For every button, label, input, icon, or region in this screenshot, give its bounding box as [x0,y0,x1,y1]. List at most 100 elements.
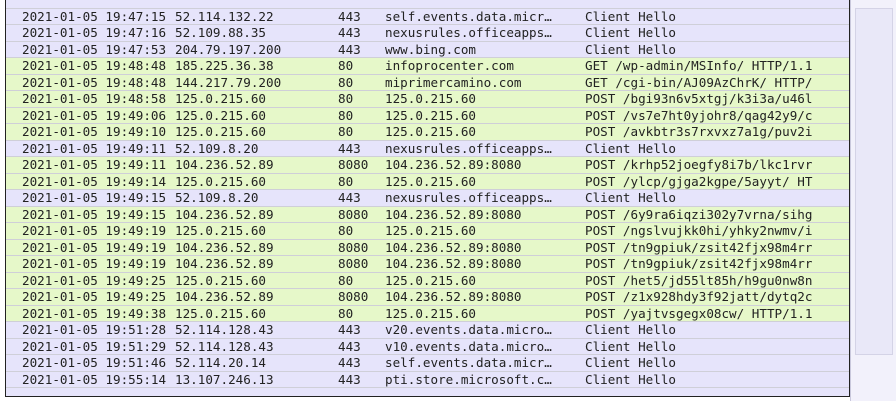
packet-row[interactable]: 2021-01-05 19:47:15 52.114.132.22 443 self.… [6,8,849,25]
host: pti.store.microsoft.c… [385,371,552,387]
port: 443 [338,355,361,370]
packet-row[interactable]: 2021-01-05 19:49:15 52.109.8.20 443 nexusru… [6,190,849,207]
packet-row[interactable]: 2021-01-05 19:47:53 204.79.197.200 443 www.… [6,41,849,58]
destination: 13.107.246.13 [175,371,274,387]
packet-list: 2021-01-05 19:47:15 52.114.132.22 443 self.… [5,0,850,397]
host: 125.0.215.60 [385,272,476,288]
host: 104.236.52.89:8080 [385,289,522,304]
info: Client Hello [585,190,676,205]
timestamp: 2021-01-05 19:49:15 [22,206,167,222]
timestamp: 2021-01-05 19:47:15 [22,8,167,24]
packet-row[interactable]: 2021-01-05 19:48:48 144.217.79.200 80 mipri… [6,74,849,91]
partial-row [6,0,849,9]
info: POST /het5/jd55lt85h/h9gu0nw8n [585,272,813,288]
port: 443 [338,190,361,205]
packet-row[interactable]: 2021-01-05 19:49:25 104.236.52.89 8080 104.… [6,289,849,306]
destination: 104.236.52.89 [175,157,274,172]
destination: 52.109.8.20 [175,190,259,205]
info: Client Hello [585,322,676,337]
packet-row[interactable]: 2021-01-05 19:51:46 52.114.20.14 443 self.e… [6,355,849,372]
destination: 125.0.215.60 [175,173,266,189]
port: 80 [338,58,354,73]
destination: 125.0.215.60 [175,223,266,238]
destination: 125.0.215.60 [175,305,266,321]
port: 8080 [338,239,369,255]
packet-row[interactable]: 2021-01-05 19:49:15 104.236.52.89 8080 104.… [6,206,849,223]
timestamp: 2021-01-05 19:51:28 [22,322,167,337]
host: self.events.data.micr… [385,355,552,370]
port: 443 [338,41,361,57]
host: miprimercamino.com [385,74,522,90]
destination: 104.236.52.89 [175,289,274,304]
host: self.events.data.micr… [385,8,552,24]
host: v20.events.data.micro… [385,322,552,337]
port: 443 [338,25,361,40]
packet-row[interactable]: 2021-01-05 19:49:19 104.236.52.89 8080 104.… [6,239,849,256]
timestamp: 2021-01-05 19:51:46 [22,355,167,370]
host: 125.0.215.60 [385,223,476,238]
port: 80 [338,305,354,321]
packet-row[interactable]: 2021-01-05 19:49:25 125.0.215.60 80 125.0.2… [6,272,849,289]
info: POST /tn9gpiuk/zsit42fjx98m4rr [585,256,813,271]
packet-row[interactable]: 2021-01-05 19:49:19 125.0.215.60 80 125.0.2… [6,223,849,240]
destination: 52.109.8.20 [175,140,259,156]
host: 125.0.215.60 [385,107,476,123]
port: 80 [338,173,354,189]
destination: 104.236.52.89 [175,239,274,255]
host: infoprocenter.com [385,58,514,73]
host: 104.236.52.89:8080 [385,206,522,222]
timestamp: 2021-01-05 19:49:25 [22,289,167,304]
packet-row[interactable]: 2021-01-05 19:51:28 52.114.128.43 443 v20.e… [6,322,849,339]
timestamp: 2021-01-05 19:49:19 [22,223,167,238]
packet-row[interactable]: 2021-01-05 19:49:38 125.0.215.60 80 125.0.2… [6,305,849,322]
timestamp: 2021-01-05 19:49:25 [22,272,167,288]
host: 125.0.215.60 [385,91,476,106]
host: nexusrules.officeapps… [385,190,552,205]
timestamp: 2021-01-05 19:48:48 [22,58,167,73]
packet-row[interactable]: 2021-01-05 19:49:10 125.0.215.60 80 125.0.2… [6,124,849,141]
info: Client Hello [585,355,676,370]
info: Client Hello [585,140,676,156]
port: 80 [338,74,354,90]
info: POST /z1x928hdy3f92jatt/dytq2c [585,289,813,304]
info: POST /bgi93n6v5xtgj/k3i3a/u46l [585,91,813,106]
host: 125.0.215.60 [385,124,476,139]
packet-row[interactable]: 2021-01-05 19:49:06 125.0.215.60 80 125.0.2… [6,107,849,124]
packet-row[interactable]: 2021-01-05 19:55:14 13.107.246.13 443 pti.s… [6,371,849,388]
packet-row[interactable]: 2021-01-05 19:49:11 52.109.8.20 443 nexusru… [6,140,849,157]
packet-row[interactable]: 2021-01-05 19:49:19 104.236.52.89 8080 104.… [6,256,849,273]
port: 80 [338,91,354,106]
info: POST /avkbtr3s7rxvxz7a1g/puv2i [585,124,813,139]
port: 80 [338,223,354,238]
timestamp: 2021-01-05 19:48:58 [22,91,167,106]
info: POST /krhp52joegfy8i7b/lkc1rvr [585,157,813,172]
timestamp: 2021-01-05 19:49:11 [22,140,167,156]
destination: 125.0.215.60 [175,272,266,288]
port: 8080 [338,157,369,172]
packet-row[interactable]: 2021-01-05 19:49:14 125.0.215.60 80 125.0.2… [6,173,849,190]
destination: 125.0.215.60 [175,91,266,106]
port: 80 [338,107,354,123]
timestamp: 2021-01-05 19:49:15 [22,190,167,205]
port: 443 [338,8,361,24]
info: POST /ngslvujkk0hi/yhky2nwmv/i [585,223,813,238]
packet-row[interactable]: 2021-01-05 19:51:29 52.114.128.43 443 v10.e… [6,338,849,355]
info: POST /yajtvsgegx08cw/ HTTP/1.1 [585,305,813,321]
timestamp: 2021-01-05 19:49:14 [22,173,167,189]
timestamp: 2021-01-05 19:49:06 [22,107,167,123]
timestamp: 2021-01-05 19:48:48 [22,74,167,90]
info: Client Hello [585,41,676,57]
destination: 52.114.132.22 [175,8,274,24]
packet-row[interactable]: 2021-01-05 19:49:11 104.236.52.89 8080 104.… [6,157,849,174]
destination: 125.0.215.60 [175,124,266,139]
port: 8080 [338,289,369,304]
host: www.bing.com [385,41,476,57]
host: 104.236.52.89:8080 [385,239,522,255]
port: 443 [338,140,361,156]
packet-row[interactable]: 2021-01-05 19:48:58 125.0.215.60 80 125.0.2… [6,91,849,108]
packet-row[interactable]: 2021-01-05 19:47:16 52.109.88.35 443 nexusr… [6,25,849,42]
packet-row[interactable]: 2021-01-05 19:48:48 185.225.36.38 80 infopr… [6,58,849,75]
scroll-thumb[interactable] [855,8,893,355]
port: 8080 [338,206,369,222]
